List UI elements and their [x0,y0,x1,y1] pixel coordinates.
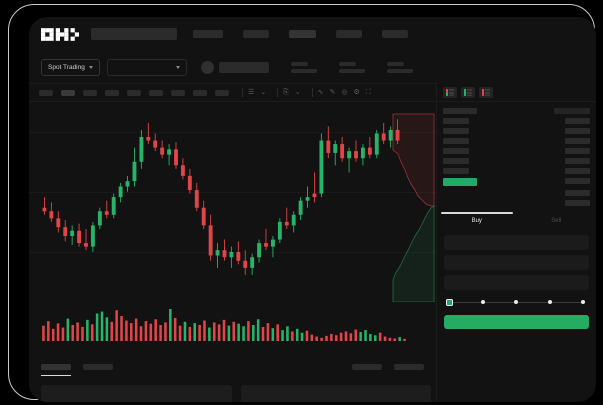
order-amount-field[interactable] [444,255,589,270]
tab-cancel-all[interactable] [394,364,424,370]
depth-chart-overlay [392,113,435,302]
nav-item-4[interactable] [336,30,362,38]
timeframe-button-9[interactable] [215,89,229,96]
last-price-value [218,61,269,73]
orderbook-mode-switcher [437,83,596,102]
trade-panel: Buy Sell [436,83,596,402]
bid-depth-area [392,205,435,302]
orderbook-mode-both[interactable] [443,86,457,98]
chart-type-chevron-icon[interactable]: ⌄ [260,89,267,96]
timeframe-button-4[interactable] [105,89,119,96]
orderbook-bid-row[interactable] [443,190,590,196]
draw-pencil-icon[interactable]: ✎ [329,89,336,96]
buy-sell-tabs: Buy Sell [437,212,596,229]
volume-series [42,309,406,341]
timeframe-button-1[interactable] [39,89,53,96]
chart-toolbar: ☰ ⌄ ⎘ ⌄ ∿ ✎ ◎ ⚙ ⛶ [29,83,436,102]
tab-buy[interactable]: Buy [437,212,517,229]
device-frame: Spot Trading [8,4,596,402]
orderbook-ask-row[interactable] [443,158,590,164]
mode-bar [482,88,484,96]
order-price-field[interactable] [444,235,589,250]
timeframe-button-2[interactable] [61,89,75,96]
orderbook-ask-row[interactable] [443,128,590,134]
chevron-down-icon [88,65,93,69]
slider-stop-25[interactable] [481,299,486,304]
mode-lines [485,88,490,96]
chevron-down-icon [175,65,180,69]
nav-item-5[interactable] [382,30,408,38]
toolbar-divider [277,88,279,97]
toolbar-divider [311,88,313,97]
nav-item-3[interactable] [289,30,316,38]
price-chart[interactable] [29,102,436,357]
indicators-icon[interactable]: ☰ [248,89,255,96]
candlestick-series [42,119,400,275]
orderbook-ask-row[interactable] [443,138,590,144]
settings-chevron-icon[interactable]: ⌄ [294,89,301,96]
market-info-bar: Spot Trading [29,51,596,83]
search-input[interactable] [91,28,177,40]
amount-slider[interactable] [446,298,587,307]
tab-sell[interactable]: Sell [551,217,562,224]
timeframe-button-7[interactable] [171,89,185,96]
tab-order-history[interactable] [83,364,113,370]
slider-stop-50[interactable] [513,299,518,304]
trading-mode-label: Spot Trading [48,63,85,71]
top-navigation-bar [29,17,596,51]
nav-item-1[interactable] [193,30,223,38]
stat-24h-change [290,61,317,73]
timeframe-button-5[interactable] [127,89,141,96]
app-window: Spot Trading [29,17,596,402]
timeframe-button-3[interactable] [83,89,97,96]
order-total-field[interactable] [444,275,589,290]
slider-handle[interactable] [446,298,453,306]
trading-pair-selector[interactable] [106,58,187,76]
orderbook-mode-bids[interactable] [461,86,475,98]
tab-hide-other-pairs[interactable] [352,364,382,370]
trendline-icon[interactable]: ∿ [317,89,324,96]
orderbook-spread-row [443,178,590,186]
bottom-panel-right[interactable] [240,385,431,402]
slider-stop-75[interactable] [547,299,552,304]
chart-settings-gear-icon[interactable]: ⚙ [353,89,360,96]
orderbook-header-row [443,108,590,114]
timeframe-button-8[interactable] [193,89,207,96]
nav-item-2[interactable] [243,30,269,38]
stat-24h-high [338,61,365,73]
timeframe-button-6[interactable] [149,89,163,96]
snapshot-camera-icon[interactable]: ◎ [341,89,348,96]
tab-open-orders[interactable] [41,364,71,376]
buy-submit-button[interactable] [444,315,589,329]
orders-panel-row [41,385,431,402]
orders-tab-bar [29,357,436,377]
okx-logo[interactable] [41,27,79,41]
mode-lines [467,88,472,96]
stat-24h-volume [386,61,413,73]
orderbook-ask-row[interactable] [443,118,590,124]
mode-bar [464,88,466,96]
compare-icon[interactable]: ⎘ [283,89,289,96]
order-form [437,229,596,307]
mode-bar [446,88,448,96]
grid-line [29,132,436,133]
orderbook-mode-asks[interactable] [479,86,493,98]
grid-line [29,192,436,193]
orderbook-ask-row[interactable] [443,148,590,154]
fullscreen-icon[interactable]: ⛶ [365,89,371,96]
mode-lines [449,88,454,96]
ask-depth-area [392,113,435,207]
order-book[interactable] [437,102,596,206]
toolbar-divider [242,88,243,97]
trading-mode-selector[interactable]: Spot Trading [41,58,100,76]
orderbook-bid-row[interactable] [443,200,590,206]
bottom-panel-left[interactable] [41,385,232,402]
slider-stop-100[interactable] [581,299,586,304]
orderbook-ask-row[interactable] [443,168,590,174]
coin-avatar [200,60,214,74]
